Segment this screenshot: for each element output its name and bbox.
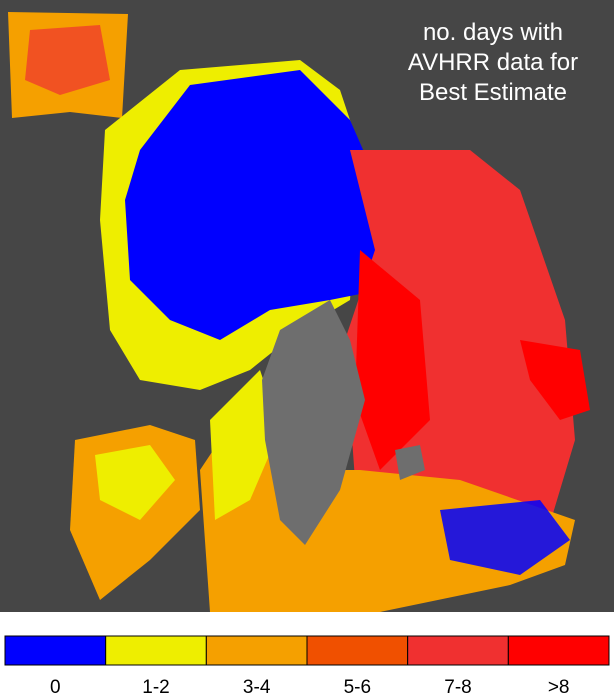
title-line: no. days with [423,19,563,46]
map [0,0,614,612]
legend-label: 7-8 [444,677,471,695]
legend: 0 1-2 3-4 5-6 7-8 >8 [4,635,610,695]
iceland [395,445,425,480]
region-hudson-core [95,445,175,520]
legend-label: >8 [548,677,570,695]
region-alaska-core [25,25,110,95]
region-arctic-ocean [125,70,385,340]
legend-swatch [105,635,207,666]
region-east-core [355,250,430,470]
legend-swatch [507,635,610,666]
legend-label: 1-2 [142,677,169,695]
region-baltic [440,500,570,575]
legend-swatch [205,635,308,666]
title: no. days with AVHRR data for Best Estimate [408,19,578,106]
legend-swatch [306,635,409,666]
region-baffin [210,370,280,520]
greenland [262,300,365,545]
legend-label: 3-4 [243,677,271,695]
legend-label: 5-6 [344,677,371,695]
title-line: AVHRR data for [408,49,578,76]
title-line: Best Estimate [419,79,567,106]
region-kara [520,340,590,420]
legend-swatch [4,635,107,666]
legend-swatch [407,635,509,666]
legend-label: 0 [50,677,61,695]
